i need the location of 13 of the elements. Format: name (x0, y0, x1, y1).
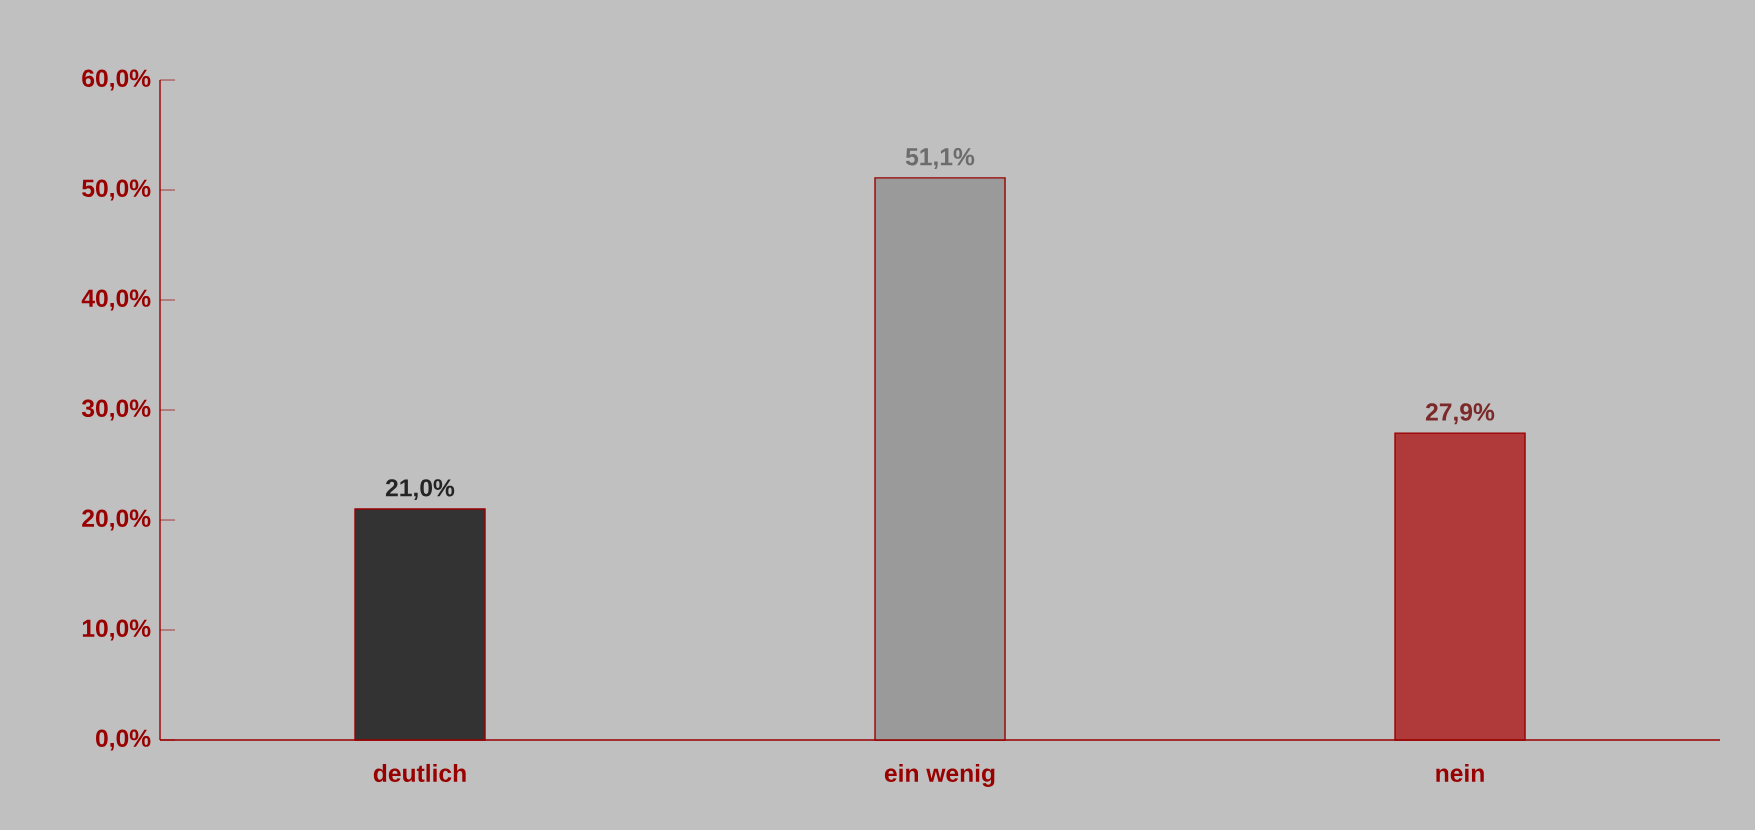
data-label: 21,0% (385, 479, 455, 501)
x-tick-label: ein wenig (884, 763, 995, 787)
y-tick-label: 40,0% (81, 289, 151, 311)
y-tick-label: 10,0% (82, 619, 151, 641)
y-tick-label: 0,0% (96, 729, 151, 751)
y-tick-label: 30,0% (81, 399, 151, 421)
y-tick-label: 20,0% (82, 509, 151, 531)
x-tick-label: deutlich (373, 763, 466, 782)
x-tick-label: nein (1436, 763, 1484, 782)
y-tick-label: 50,0% (82, 179, 151, 201)
data-label: 51,1% (905, 148, 975, 170)
y-tick-label: 60,0% (82, 69, 151, 91)
data-label: 27,9% (1425, 403, 1495, 425)
